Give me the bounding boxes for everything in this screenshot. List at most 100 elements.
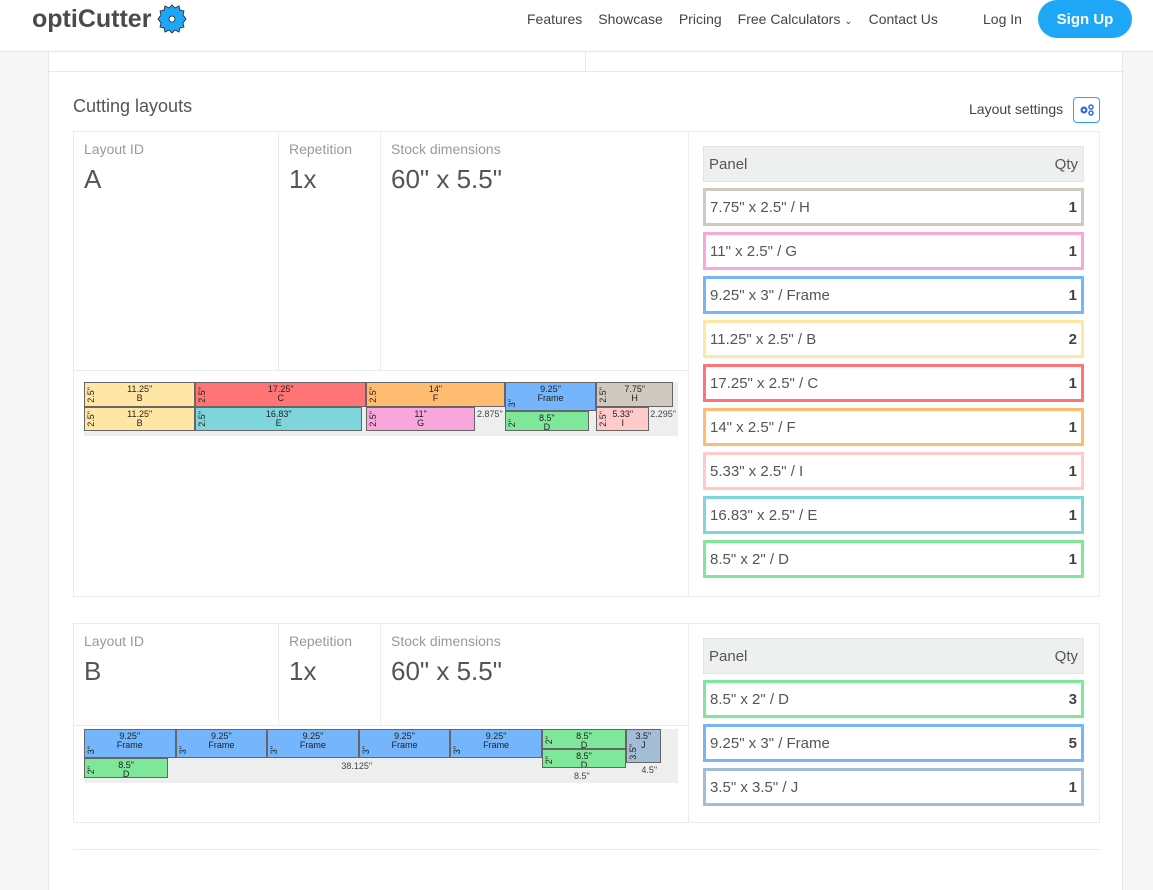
repetition: 1x [289,164,317,194]
panel-label: 8.5" x 2" / D [710,550,790,568]
cut-piece[interactable]: 8.5" D 2" [541,729,627,749]
piece-height: 2.5" [598,411,609,428]
panel-row[interactable]: 16.83" x 2.5" / E 1 [703,496,1084,534]
piece-width: 5.33" [612,408,634,419]
cut-piece[interactable]: 16.83" E 2.5" [195,406,362,432]
panel-row[interactable]: 5.33" x 2.5" / I 1 [703,452,1084,490]
panel-row[interactable]: 9.25" x 3" / Frame 5 [703,724,1084,762]
piece-height: 2.5" [197,411,208,428]
layout-settings-button[interactable] [1073,97,1100,123]
piece-width: 9.25" [394,731,415,741]
cut-piece[interactable]: 11" G 2.5" [366,406,476,432]
piece-name: E [275,417,282,428]
cutting-diagram[interactable]: 9.25" Frame 3" 9.25" Frame 3" 9.25" Frame 3" 9.25… [84,729,678,783]
piece-height: 2.5" [598,386,609,403]
layout-id: A [84,164,102,194]
panel-label: 14" x 2.5" / F [710,418,796,436]
cut-piece[interactable]: 11.25" B 2.5" [84,406,196,432]
piece-height: 2.5" [86,386,96,403]
panel-qty: 1 [1068,550,1077,568]
panel-qty: 3 [1068,690,1077,708]
piece-width: 11.25" [127,384,153,394]
piece-width: 3.5" [635,731,652,741]
panel-label: 16.83" x 2.5" / E [710,506,818,524]
cut-piece[interactable]: 9.25" Frame 3" [267,729,359,759]
nav-link[interactable]: Contact Us [868,11,938,27]
piece-width: 11" [414,408,427,419]
nav-link[interactable]: Showcase [598,11,663,27]
signup-button[interactable]: Sign Up [1038,0,1132,38]
panel-row[interactable]: 11.25" x 2.5" / B 2 [703,320,1084,358]
piece-name: B [136,417,143,428]
panel-row[interactable]: 3.5" x 3.5" / J 1 [703,768,1084,806]
piece-width: 9.25" [540,384,561,394]
panel-row[interactable]: 8.5" x 2" / D 1 [703,540,1084,578]
cut-piece[interactable]: 5.33" I 2.5" [596,406,650,432]
label: Repetition [289,141,353,157]
panel-qty: 1 [1068,198,1077,216]
cut-piece[interactable]: 9.25" Frame 3" [175,729,268,759]
top-navbar: optiCutter Features Showcase Pricing Free C… [0,0,1153,52]
waste-label: 2.295" [650,408,676,419]
panel-row[interactable]: 17.25" x 2.5" / C 1 [703,364,1084,402]
cut-piece[interactable]: 9.25" Frame 3" [358,729,451,759]
cut-piece[interactable]: 9.25" Frame 3" [450,729,542,759]
panel-row[interactable]: 9.25" x 3" / Frame 1 [703,276,1084,314]
piece-height: 3" [506,399,517,408]
piece-width: 9.25" [210,731,232,741]
nav-link[interactable]: Features [527,11,583,27]
panel-row[interactable]: 14" x 2.5" / F 1 [703,408,1084,446]
panel-qty: 2 [1068,330,1077,348]
piece-name: D [543,422,551,432]
cut-piece[interactable]: 17.25" C 2.5" [195,382,367,407]
cut-piece[interactable]: 8.5" D 2" [504,411,589,432]
piece-width: 8.5" [118,760,134,771]
cutting-diagram[interactable]: 11.25" B 2.5" 17.25" C 2.5" 14" F 2.5" 9.25" Frame… [84,382,678,436]
cut-piece[interactable]: 9.25" Frame 3" [504,382,597,412]
piece-height: 2" [543,756,554,765]
nav-link[interactable]: Free Calculators ⌄ [738,11,853,30]
piece-height: 2.5" [368,411,379,428]
panel-label: 8.5" x 2" / D [710,690,790,708]
nav-link[interactable]: Pricing [678,11,722,27]
piece-height: 3.5" [628,743,639,760]
panel-qty: 1 [1068,242,1077,260]
waste-label: 38.125" [341,761,373,772]
waste-label: 4.5" [641,765,658,776]
logo[interactable]: optiCutter [32,4,187,34]
label: Stock dimensions [391,633,501,649]
label: Repetition [289,633,353,649]
stock-dimensions: 60" x 5.5" [391,164,502,194]
layout-id: B [84,656,102,686]
divider [74,725,688,726]
piece-width: 8.5" [576,731,592,741]
cut-piece[interactable]: 9.25" Frame 3" [84,729,176,759]
login-link[interactable]: Log In [983,11,1022,27]
chevron-down-icon: ⌄ [844,16,853,27]
panel-row[interactable]: 11" x 2.5" / G 1 [703,232,1084,270]
piece-height: 3" [86,746,96,755]
piece-name: Frame [391,740,418,750]
panel-qty: 5 [1068,734,1077,752]
cut-piece[interactable]: 3.5" J 3.5" [626,729,661,764]
piece-width: 17.25" [267,384,294,394]
divider [49,52,1124,72]
cut-piece[interactable]: 11.25" B 2.5" [84,382,196,407]
cut-piece[interactable]: 7.75" H 2.5" [596,382,674,407]
cut-piece[interactable]: 8.5" D 2" [84,758,169,779]
stock-cell: Stock dimensions 60" x 5.5" [381,132,688,370]
piece-height: 3" [269,746,280,755]
piece-width: 9.25" [302,731,324,741]
piece-name: H [631,393,638,403]
piece-height: 2.5" [368,386,379,403]
piece-height: 2.5" [86,411,96,428]
cut-piece[interactable]: 14" F 2.5" [366,382,505,407]
panel-row[interactable]: 7.75" x 2.5" / H 1 [703,188,1084,226]
layout-id-cell: Layout ID B [74,624,279,725]
cut-piece[interactable]: 8.5" D 2" [541,748,627,769]
panel-row[interactable]: 8.5" x 2" / D 3 [703,680,1084,718]
piece-width: 9.25" [119,731,141,741]
panel-table-header: Panel Qty [703,638,1084,674]
panel-qty: 1 [1068,506,1077,524]
panel-label: 3.5" x 3.5" / J [710,778,799,796]
